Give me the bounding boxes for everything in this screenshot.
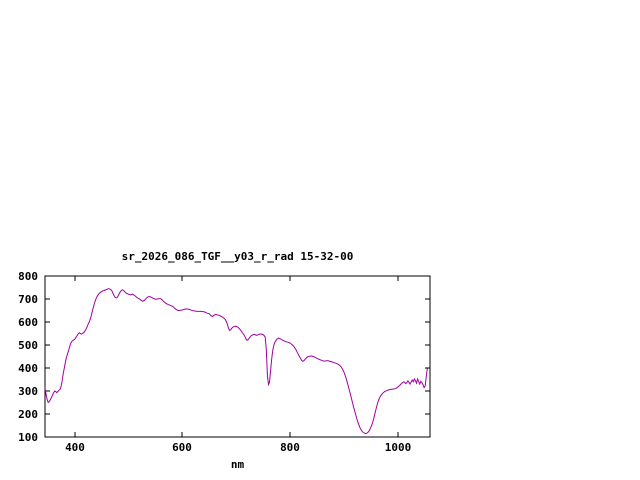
y-tick-label: 200 [18, 408, 38, 421]
x-tick-label: 400 [65, 441, 85, 454]
y-tick-label: 500 [18, 339, 38, 352]
y-tick-label: 300 [18, 385, 38, 398]
y-tick-label: 600 [18, 316, 38, 329]
y-tick-label: 700 [18, 293, 38, 306]
x-tick-label: 1000 [385, 441, 412, 454]
x-axis-label: nm [230, 458, 245, 471]
x-tick-label: 600 [172, 441, 192, 454]
data-series-line [44, 288, 428, 435]
x-tick-label: 800 [280, 441, 300, 454]
y-tick-label: 800 [18, 270, 38, 283]
y-tick-label: 100 [18, 431, 38, 444]
y-tick-label: 400 [18, 362, 38, 375]
plot-border [44, 275, 431, 438]
chart-title: sr_2026_086_TGF__y03_r_rad 15-32-00 [121, 250, 354, 263]
